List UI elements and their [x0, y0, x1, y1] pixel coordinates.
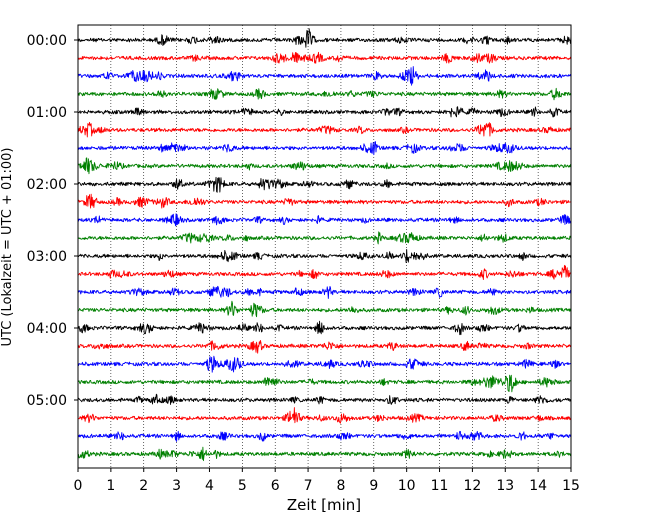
trace-line-04	[77, 87, 572, 101]
x-tick-label: 10	[398, 478, 416, 494]
trace-line-05	[77, 106, 572, 118]
trace-line-01	[77, 28, 572, 48]
trace-line-14	[77, 264, 572, 281]
x-tick-label: 13	[496, 478, 514, 494]
trace-line-13	[77, 249, 572, 264]
trace-line-09	[77, 176, 572, 193]
x-axis-label: Zeit [min]	[287, 496, 361, 514]
trace-line-08	[77, 157, 572, 175]
x-tick-label: 8	[336, 478, 345, 494]
x-tick-label: 2	[139, 478, 148, 494]
plot-area-frame	[77, 24, 572, 469]
x-tick-label: 6	[271, 478, 280, 494]
trace-line-03	[77, 66, 572, 86]
trace-line-15	[77, 285, 572, 299]
x-tick-label: 12	[463, 478, 481, 494]
x-axis-ticks: 0 1 2 3 4 5 6 7 8 9 10 11 12 13 14 15	[74, 468, 580, 494]
y-axis-label: UTC (Lokalzeit = UTC + 01:00)	[0, 148, 15, 347]
y-axis-ticks: 00:00 01:00 02:00 03:00 04:00 05:00	[27, 33, 78, 409]
trace-line-19	[77, 355, 572, 373]
trace-line-18	[77, 340, 572, 354]
x-tick-label: 3	[172, 478, 181, 494]
x-tick-label: 11	[431, 478, 449, 494]
x-tick-label: 7	[304, 478, 313, 494]
x-tick-label: 0	[74, 478, 83, 494]
trace-line-17	[77, 320, 572, 336]
y-tick-label: 00:00	[27, 33, 67, 49]
x-tick-label: 14	[529, 478, 547, 494]
trace-line-21	[77, 393, 572, 405]
trace-line-02	[77, 51, 572, 64]
trace-line-23	[77, 430, 572, 442]
trace-line-07	[77, 141, 572, 156]
y-tick-label: 05:00	[27, 393, 67, 409]
trace-line-16	[77, 300, 572, 318]
y-tick-label: 03:00	[27, 249, 67, 265]
trace-line-20	[77, 374, 572, 393]
trace-line-22	[77, 407, 572, 424]
trace-line-06	[77, 121, 572, 138]
trace-line-12	[77, 231, 572, 245]
x-tick-label: 1	[106, 478, 115, 494]
y-tick-label: 02:00	[27, 177, 67, 193]
x-tick-label: 5	[238, 478, 247, 494]
trace-line-11	[77, 213, 572, 227]
x-tick-label: 9	[369, 478, 378, 494]
x-tick-label: 15	[562, 478, 580, 494]
y-tick-label: 01:00	[27, 105, 67, 121]
trace-line-10	[77, 193, 572, 209]
vertical-gridlines	[110, 25, 539, 468]
trace-line-24	[77, 446, 572, 462]
y-tick-label: 04:00	[27, 321, 67, 337]
x-tick-label: 4	[205, 478, 214, 494]
seismogram-traces	[77, 28, 572, 462]
